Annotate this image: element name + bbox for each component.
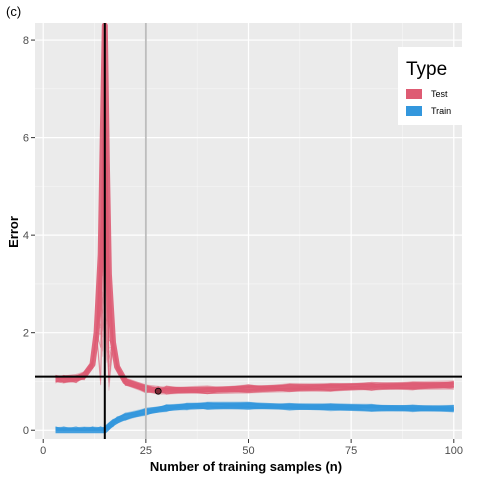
legend-entries: Test Train [406,89,451,116]
highlight-point [154,387,162,395]
panel-tag: (c) [6,4,21,19]
axes: 0 25 50 75 100 0 2 4 6 8 [23,35,463,457]
y-tick-label: 4 [23,230,29,242]
y-axis-title: Error [6,216,21,248]
legend-key-train [406,106,422,116]
y-tick-label: 6 [23,133,29,145]
x-tick-label: 100 [445,445,463,457]
x-tick-label: 25 [140,445,152,457]
legend-label-train: Train [431,106,451,116]
series-train [55,401,454,434]
legend-key-test [406,89,422,99]
y-tick-label: 0 [23,425,29,437]
mean-line-test [55,23,454,394]
legend-label-test: Test [431,89,448,99]
data-layer [35,23,462,439]
x-tick-label: 50 [242,445,254,457]
series-test [55,23,454,395]
x-axis-title: Number of training samples (n) [150,459,342,474]
x-tick-label: 75 [345,445,357,457]
x-tick-label: 0 [40,445,46,457]
y-tick-label: 8 [23,35,29,47]
plot-area [35,23,462,439]
legend-title: Type [406,59,447,80]
mean-line-train [55,402,454,434]
y-tick-label: 2 [23,328,29,340]
legend: Type Test Train [398,47,462,125]
